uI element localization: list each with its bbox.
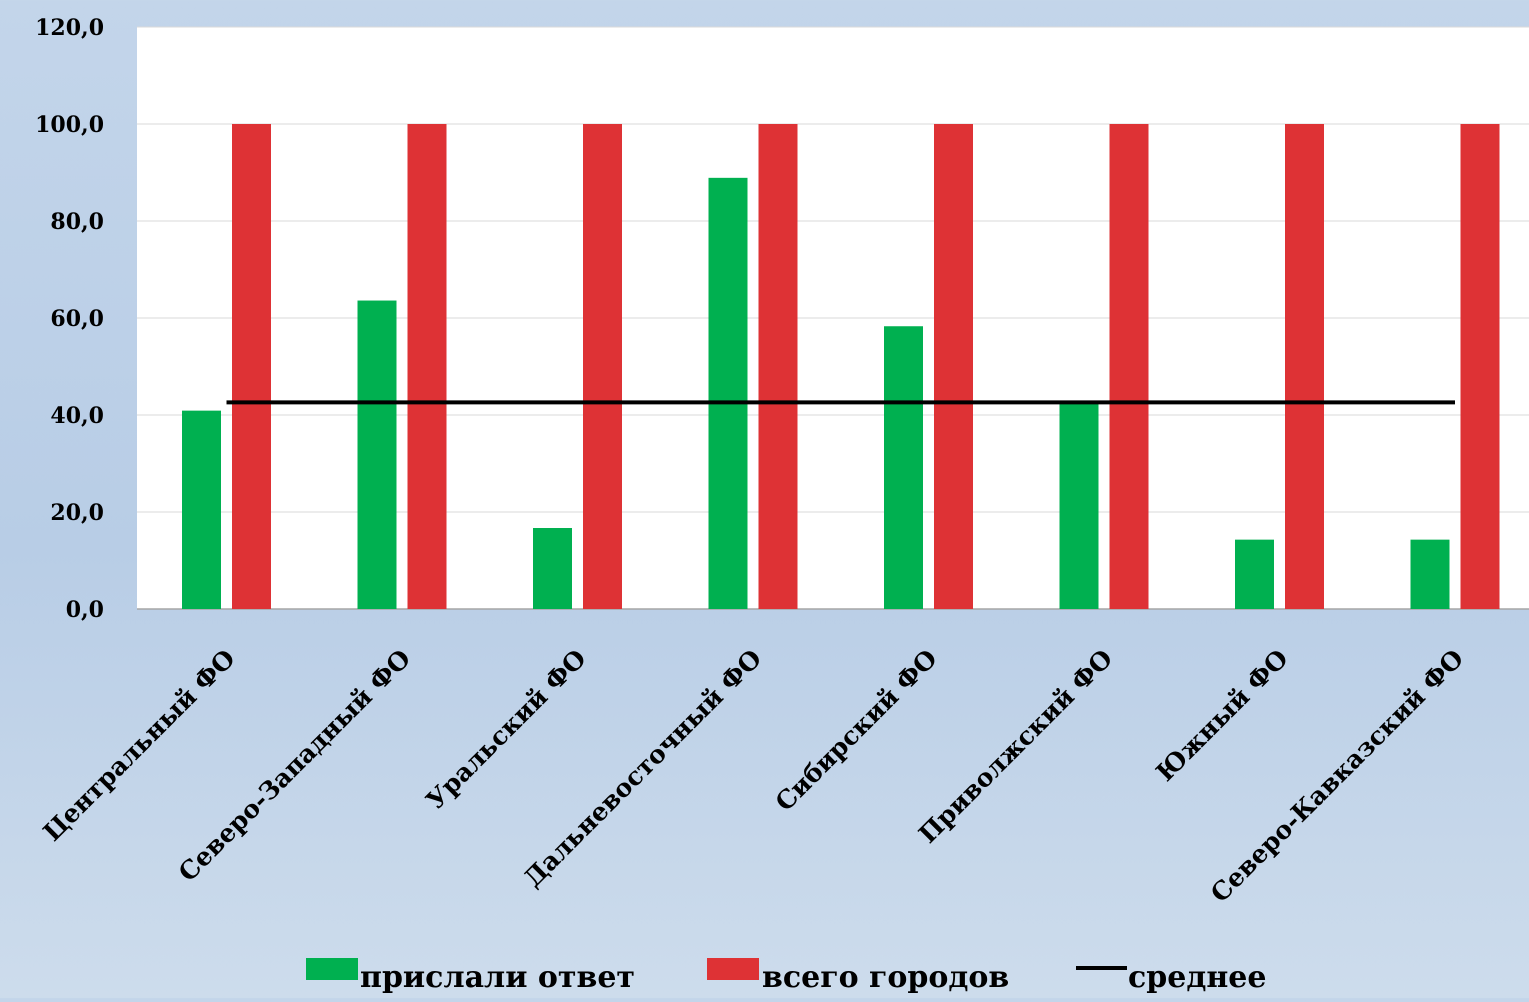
y-tick-label: 20,0: [50, 500, 104, 526]
bar-responded: [1235, 539, 1274, 609]
bar-responded: [1059, 403, 1099, 609]
legend-label: прислали ответ: [360, 960, 635, 995]
x-category-label: Сибирский ФО: [770, 644, 943, 817]
legend-label: всего городов: [762, 960, 1009, 995]
x-category-label: Уральский ФО: [421, 644, 592, 815]
legend-label: среднее: [1128, 960, 1266, 995]
bar-responded: [533, 528, 572, 609]
legend-swatch: [707, 958, 759, 980]
bar-total-cities: [1109, 124, 1149, 609]
bar-total-cities: [583, 124, 622, 609]
y-tick-label: 120,0: [35, 15, 104, 41]
bar-total-cities: [758, 124, 798, 609]
bar-responded: [884, 326, 923, 609]
bar-responded: [708, 177, 748, 609]
bar-responded: [182, 410, 221, 609]
x-category-label: Центральный ФО: [38, 644, 241, 847]
x-category-label: Южный ФО: [1151, 644, 1294, 787]
bar-total-cities: [934, 124, 973, 609]
bars: [182, 124, 1500, 609]
bar-total-cities: [1285, 124, 1324, 609]
legend-swatch: [306, 958, 358, 980]
y-tick-label: 100,0: [35, 112, 104, 138]
y-tick-label: 0,0: [66, 597, 104, 623]
y-tick-label: 80,0: [50, 209, 104, 235]
y-tick-label: 60,0: [50, 306, 104, 332]
y-axis-ticks: 0,0 20,0 40,0 60,0 80,0 100,0 120,0: [35, 15, 104, 623]
bar-total-cities: [407, 124, 447, 609]
bar-responded: [357, 300, 397, 609]
bar-total-cities: [232, 124, 271, 609]
bar-total-cities: [1460, 124, 1500, 609]
x-category-label: Приволжский ФО: [913, 644, 1118, 849]
legend: прислали ответ всего городов среднее: [306, 958, 1266, 995]
y-tick-label: 40,0: [50, 403, 104, 429]
bar-responded: [1410, 539, 1450, 609]
